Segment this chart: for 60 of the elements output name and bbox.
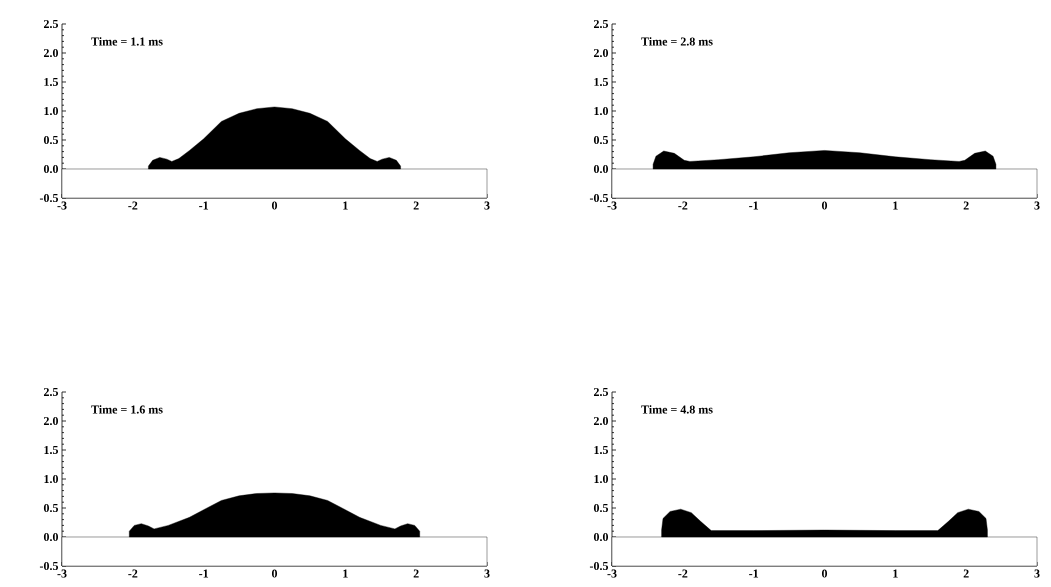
x-tick-label: 2 xyxy=(963,569,969,578)
y-tick-label: 0.5 xyxy=(43,135,59,145)
x-tick-label: 2 xyxy=(963,201,969,210)
x-tick-label: 3 xyxy=(1034,201,1040,210)
x-tick-label: -2 xyxy=(678,201,688,210)
x-tick-label: -3 xyxy=(607,201,617,210)
y-tick-label: -0.5 xyxy=(589,561,609,571)
y-tick-label: 1.0 xyxy=(594,474,609,484)
x-tick-label: 1 xyxy=(343,201,348,210)
y-tick-label: 1.5 xyxy=(44,77,59,87)
x-tick-label: 1 xyxy=(893,569,898,578)
y-tick-label: 0.5 xyxy=(43,503,59,513)
x-tick-label: -3 xyxy=(57,569,67,578)
y-tick-label: 2.5 xyxy=(43,19,59,29)
y-tick-label: -0.5 xyxy=(589,193,609,203)
x-tick-label: -2 xyxy=(128,569,138,578)
x-tick-label: 2 xyxy=(413,569,419,578)
y-tick-label: 0.5 xyxy=(593,135,609,145)
x-tick-label: -1 xyxy=(199,569,209,578)
x-tick-label: 0 xyxy=(821,201,828,210)
y-tick-label: 2.5 xyxy=(43,387,59,397)
x-tick-label: -1 xyxy=(749,201,759,210)
y-tick-label: 2.0 xyxy=(43,48,59,58)
x-tick-label: 2 xyxy=(413,201,419,210)
x-tick-label: -3 xyxy=(57,201,67,210)
y-tick-label: 1.5 xyxy=(594,445,609,455)
x-tick-label: -2 xyxy=(128,201,138,210)
x-tick-label: 0 xyxy=(271,569,278,578)
y-tick-label: 1.0 xyxy=(44,474,59,484)
y-tick-label: 0.0 xyxy=(593,532,609,542)
text: Time = 1.1 ms xyxy=(91,37,163,46)
x-tick-label: -1 xyxy=(199,201,209,210)
x-tick-label: 3 xyxy=(484,569,490,578)
x-tick-label: 3 xyxy=(1034,569,1040,578)
y-tick-label: -0.5 xyxy=(39,193,59,203)
x-tick-label: 3 xyxy=(484,201,490,210)
x-tick-label: 0 xyxy=(821,569,828,578)
y-tick-label: 0.5 xyxy=(593,503,609,513)
y-tick-label: 1.0 xyxy=(44,106,59,116)
x-tick-label: 0 xyxy=(271,201,278,210)
y-tick-label: -0.5 xyxy=(39,561,59,571)
y-tick-label: 0.0 xyxy=(593,164,609,174)
y-tick-label: 1.5 xyxy=(44,445,59,455)
x-tick-label: -1 xyxy=(749,569,759,578)
text: Time = 1.6 ms xyxy=(91,405,163,414)
y-tick-label: 0.0 xyxy=(43,164,59,174)
x-tick-label: -3 xyxy=(607,569,617,578)
y-tick-label: 0.0 xyxy=(43,532,59,542)
text: Time = 2.8 ms xyxy=(641,37,713,46)
text: Time = 4.8 ms xyxy=(641,405,713,414)
y-tick-label: 2.0 xyxy=(593,48,609,58)
x-tick-label: 1 xyxy=(893,201,898,210)
x-tick-label: 1 xyxy=(343,569,348,578)
y-tick-label: 1.0 xyxy=(594,106,609,116)
y-tick-label: 2.0 xyxy=(593,416,609,426)
y-tick-label: 2.5 xyxy=(593,387,609,397)
x-tick-label: -2 xyxy=(678,569,688,578)
y-tick-label: 1.5 xyxy=(594,77,609,87)
y-tick-label: 2.5 xyxy=(593,19,609,29)
y-tick-label: 2.0 xyxy=(43,416,59,426)
